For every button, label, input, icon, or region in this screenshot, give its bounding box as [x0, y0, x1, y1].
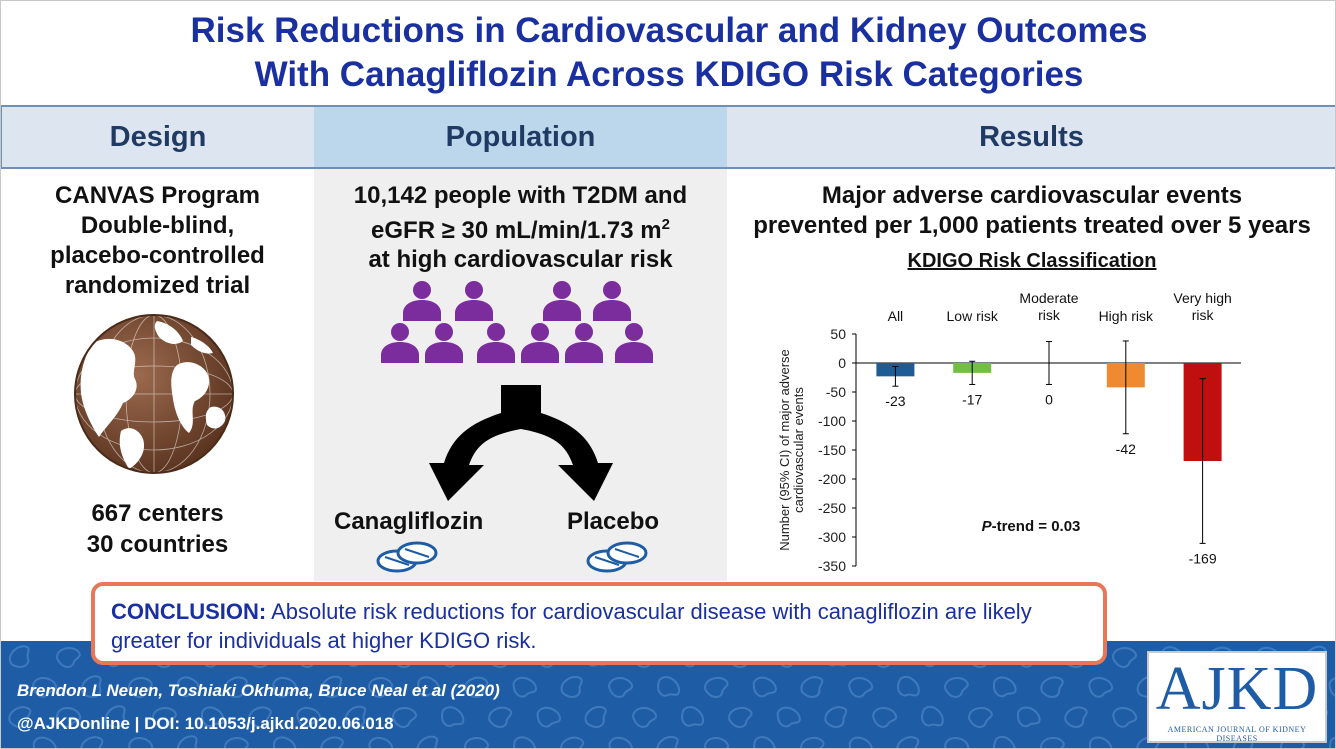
design-sites: 667 centers 30 countries: [1, 498, 314, 560]
population-description: 10,142 people with T2DM and eGFR ≥ 30 mL…: [314, 181, 727, 274]
kdigo-bar-chart: Number (95% CI) of major adversecardiova…: [777, 290, 1241, 574]
y-tick-label: -200: [818, 471, 846, 487]
results-line: prevented per 1,000 patients treated ove…: [753, 212, 1311, 239]
population-header: Population: [314, 105, 727, 169]
chart-title: KDIGO Risk Classification: [727, 250, 1335, 273]
design-line: placebo-controlled: [50, 242, 265, 269]
results-description: Major adverse cardiovascular events prev…: [727, 181, 1335, 241]
design-description: CANVAS Program Double-blind, placebo-con…: [1, 181, 314, 301]
value-label: 0: [1045, 391, 1053, 407]
conclusion-lead: CONCLUSION:: [111, 599, 267, 624]
egfr-superscript: 2: [661, 216, 670, 233]
design-line: Double-blind,: [80, 212, 235, 239]
design-line: randomized trial: [64, 272, 251, 299]
results-line: Major adverse cardiovascular events: [821, 182, 1243, 209]
chart-title-text: KDIGO Risk Classification: [907, 250, 1157, 272]
conclusion-text: Absolute risk reductions for cardiovascu…: [111, 599, 1032, 653]
doi-line: @AJKDonline | DOI: 10.1053/j.ajkd.2020.0…: [17, 714, 394, 733]
y-tick-label: 50: [830, 326, 846, 342]
results-header: Results: [727, 105, 1335, 169]
person-icon: [381, 323, 419, 363]
category-label: Moderate risk: [1019, 290, 1078, 323]
y-axis-label: Number (95% CI) of major adversecardiova…: [777, 349, 806, 551]
person-icon: [593, 281, 631, 321]
person-icon: [403, 281, 441, 321]
title-line-2: With Canagliflozin Across KDIGO Risk Cat…: [254, 55, 1084, 94]
person-icon: [455, 281, 493, 321]
person-icon: [543, 281, 581, 321]
value-label: -17: [962, 391, 982, 407]
person-icon: [521, 323, 559, 363]
logo-wordmark: AJKD: [1155, 655, 1319, 723]
centers-count: 667 centers: [91, 500, 224, 527]
y-tick-label: -250: [818, 500, 846, 516]
population-line: at high cardiovascular risk: [368, 246, 673, 273]
split-arrow-icon: [429, 385, 613, 501]
ajkd-logo: AJKD AMERICAN JOURNAL OF KIDNEY DISEASES: [1147, 651, 1327, 743]
population-panel: [314, 169, 727, 581]
category-label: All: [888, 308, 904, 324]
p-trend-annotation: P-trend = 0.03: [982, 518, 1081, 535]
title-line-1: Risk Reductions in Cardiovascular and Ki…: [190, 11, 1148, 50]
person-icon: [615, 323, 653, 363]
person-icon: [477, 323, 515, 363]
y-tick-label: -100: [818, 413, 846, 429]
y-tick-label: -50: [826, 384, 846, 400]
value-label: -42: [1116, 441, 1136, 457]
egfr-text: eGFR ≥ 30 mL/min/1.73 m: [371, 217, 662, 244]
category-label: Very high risk: [1173, 290, 1231, 323]
y-tick-label: -300: [818, 529, 846, 545]
pill-icon: [376, 541, 438, 573]
y-tick-label: 0: [838, 355, 846, 371]
y-tick-label: -350: [818, 558, 846, 574]
design-line: CANVAS Program: [55, 182, 260, 209]
author-citation: Brendon L Neuen, Toshiaki Okhuma, Bruce …: [17, 681, 500, 700]
category-label: High risk: [1099, 308, 1154, 324]
conclusion-box: CONCLUSION: Absolute risk reductions for…: [91, 582, 1107, 665]
globe-icon: [74, 314, 234, 474]
people-icon-group: [381, 281, 653, 363]
person-icon: [425, 323, 463, 363]
design-header: Design: [1, 105, 314, 169]
value-label: -169: [1189, 550, 1217, 566]
population-line: 10,142 people with T2DM and: [353, 182, 688, 209]
page-title: Risk Reductions in Cardiovascular and Ki…: [1, 9, 1335, 97]
person-icon: [565, 323, 603, 363]
countries-count: 30 countries: [86, 531, 229, 558]
population-line: eGFR ≥ 30 mL/min/1.73 m2: [314, 210, 727, 245]
pill-icon: [586, 541, 648, 573]
value-label: -23: [885, 393, 905, 409]
y-tick-label: -150: [818, 442, 846, 458]
placebo-label: Placebo: [567, 508, 660, 535]
category-label: Low risk: [947, 308, 999, 324]
canagliflozin-label: Canagliflozin: [334, 508, 484, 535]
logo-subtitle: AMERICAN JOURNAL OF KIDNEY DISEASES: [1167, 725, 1307, 743]
